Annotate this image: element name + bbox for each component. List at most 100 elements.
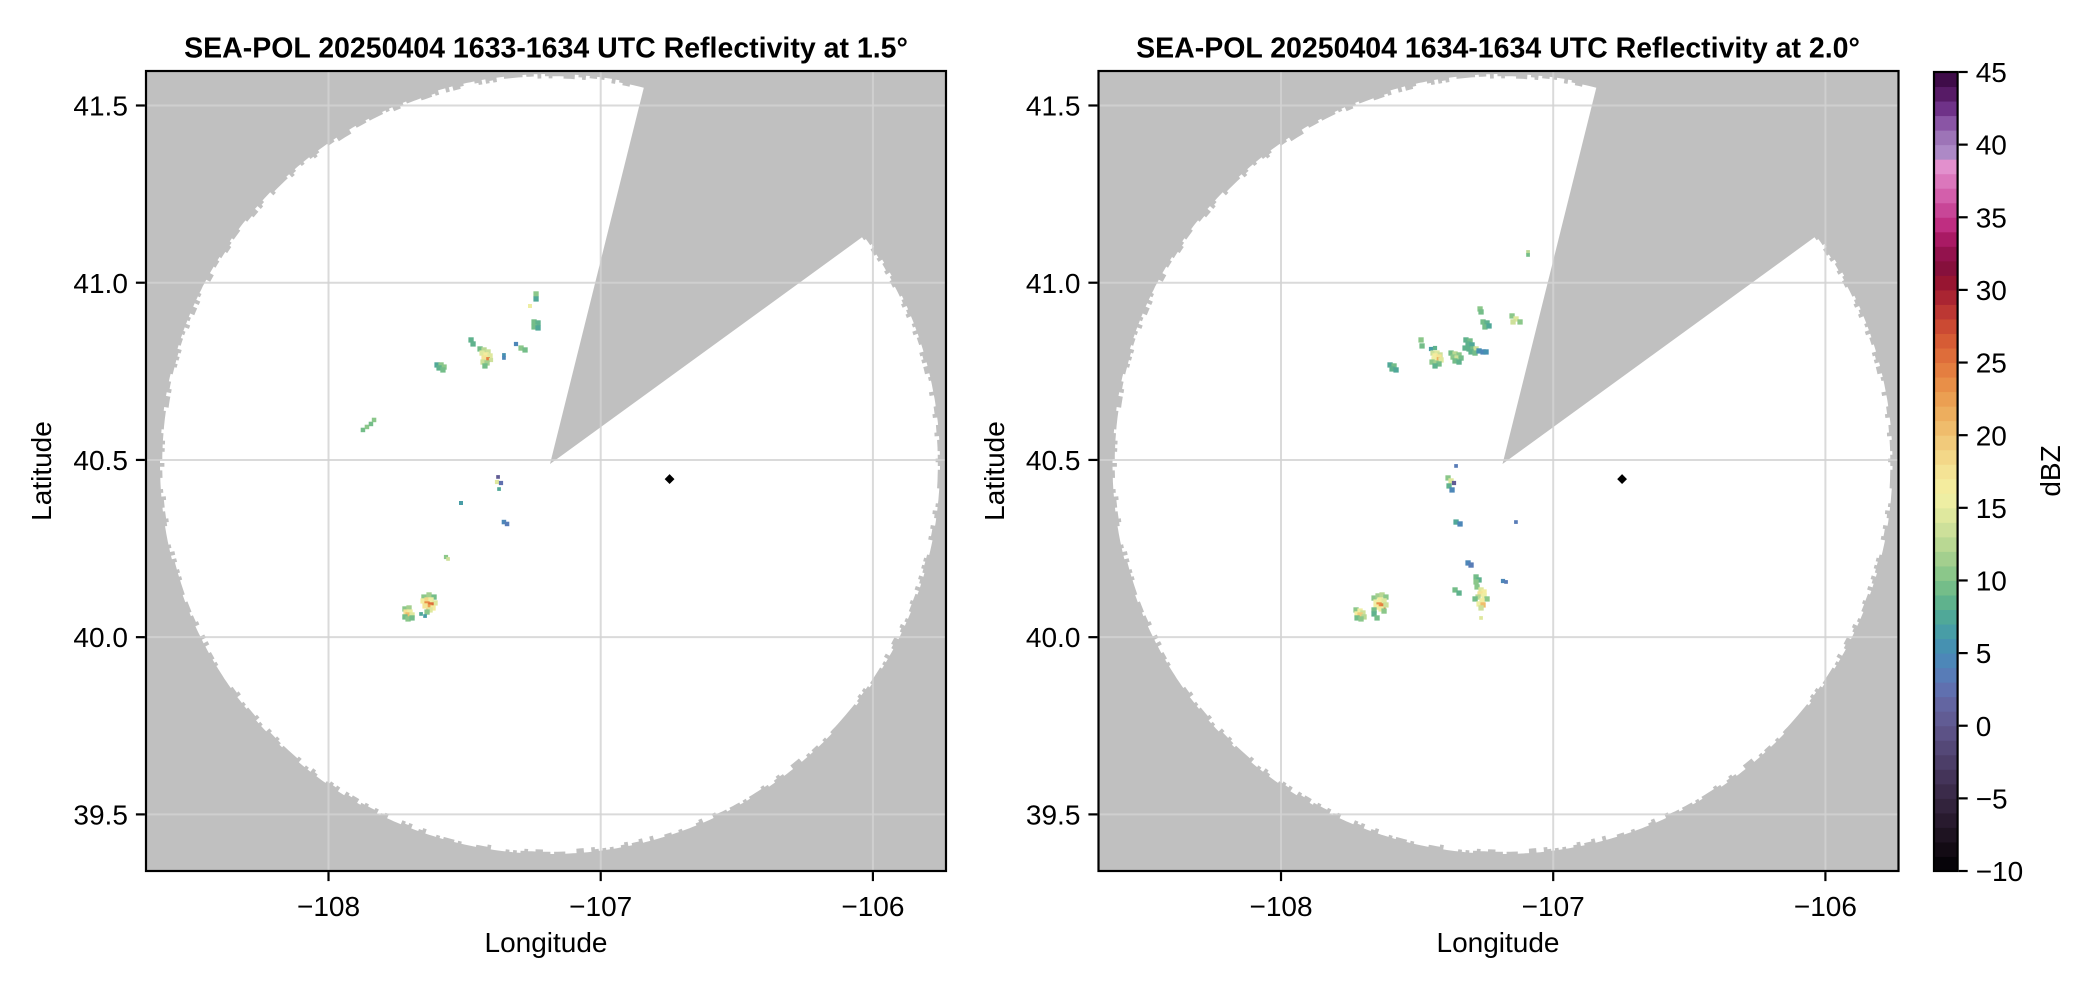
echo-cell (1361, 614, 1367, 620)
echo-cell (1509, 313, 1515, 319)
echo-cells (360, 291, 541, 622)
echo-cell (497, 487, 501, 491)
colorbar-band (1934, 696, 1958, 712)
echo-cell (1360, 610, 1366, 616)
site-marker (1617, 474, 1627, 484)
y-tick-label: 40.0 (73, 622, 128, 653)
colorbar-band (1934, 217, 1958, 233)
colorbar-tick-label: 15 (1976, 493, 2007, 524)
echo-cell (533, 296, 539, 302)
echo-cell (420, 598, 426, 604)
echo-cell (1391, 363, 1397, 369)
echo-cell (419, 612, 423, 616)
colorbar-band (1934, 173, 1958, 189)
x-tick-label: −108 (1249, 891, 1312, 922)
y-tick-label: 41.5 (1026, 91, 1081, 122)
colorbar-band (1934, 711, 1958, 727)
colorbar-band (1934, 798, 1958, 814)
echo-cell (1357, 612, 1363, 618)
colorbar-band (1934, 449, 1958, 465)
echo-cell (1374, 615, 1380, 621)
echo-cell (403, 609, 409, 615)
colorbar-band (1934, 101, 1958, 117)
echo-cell (1472, 596, 1478, 602)
echo-cell (531, 324, 537, 330)
echo-cell (1454, 355, 1460, 361)
echo-cell (423, 614, 427, 618)
echo-cell (1357, 608, 1363, 614)
echo-cell (1484, 320, 1490, 326)
echo-cell (1383, 602, 1389, 608)
echo-cell (522, 347, 528, 353)
echo-cell (1475, 594, 1481, 600)
colorbar-band (1934, 275, 1958, 291)
echo-cell (1436, 357, 1440, 361)
panel-1-yaxis-label: Latitude (26, 421, 57, 521)
y-tick-label: 41.5 (73, 91, 128, 122)
echo-cell (1500, 578, 1506, 584)
colorbar-border (1932, 70, 1959, 873)
colorbar-tick-label: 20 (1976, 420, 2007, 451)
echo-cell (1452, 351, 1458, 357)
echo-cell (1462, 345, 1468, 351)
echo-cell (1354, 611, 1360, 617)
panel-2-xaxis-label: Longitude (1436, 927, 1560, 958)
colorbar-band (1934, 304, 1958, 320)
echo-cell (438, 362, 444, 368)
echo-cell (1476, 348, 1482, 354)
colorbar-band (1934, 348, 1958, 364)
echo-cell (1478, 587, 1484, 593)
echo-cell (1419, 343, 1425, 349)
echo-cell (1434, 350, 1440, 356)
echo-cell (1429, 359, 1435, 365)
colorbar-band (1934, 594, 1958, 611)
echo-cell (368, 421, 374, 427)
echo-cell (1481, 589, 1487, 595)
echo-cell (1465, 560, 1471, 566)
colorbar-band (1934, 624, 1958, 640)
echo-cell (434, 362, 440, 368)
echo-cell (1428, 346, 1434, 352)
echo-cell (1371, 611, 1377, 617)
echo-cell (1504, 580, 1508, 584)
echo-cell (481, 347, 487, 353)
echo-cell (1467, 338, 1473, 344)
colorbar-tick-label: 40 (1976, 130, 2007, 161)
echo-cell (502, 356, 506, 360)
panel-1-xaxis-label: Longitude (484, 927, 608, 958)
echo-cell (422, 603, 428, 609)
echo-cell (1482, 324, 1488, 330)
echo-cell (1452, 587, 1458, 593)
x-tick-label: −106 (841, 891, 904, 922)
colorbar-band (1934, 144, 1958, 160)
grid (1098, 71, 1899, 871)
echo-cell (1433, 360, 1439, 366)
echo-cell (436, 365, 442, 371)
echo-cell (441, 364, 447, 370)
colorbar-band (1934, 406, 1958, 422)
colorbar-band (1934, 464, 1958, 480)
colorbar-band (1934, 202, 1958, 218)
colorbar-band (1934, 769, 1958, 785)
colorbar-tick-label: 35 (1976, 202, 2007, 233)
colorbar-band (1934, 725, 1958, 741)
echo-cell (1449, 487, 1455, 493)
echo-cell (1375, 593, 1381, 599)
echo-cell (1458, 355, 1464, 361)
panel-1: −108 −107 −106 39.5 40.0 40.5 41.0 41.5 (73, 69, 948, 922)
echo-cell (483, 352, 489, 358)
echo-cell (1371, 595, 1377, 601)
echo-cell (1468, 349, 1474, 355)
colorbar-band (1934, 289, 1958, 305)
panel-2-yaxis-label: Latitude (979, 421, 1010, 521)
echo-cell (427, 607, 433, 613)
colorbar-band (1934, 159, 1958, 175)
colorbar-band (1934, 536, 1958, 552)
echo-cell (431, 594, 437, 600)
echo-cell (1517, 319, 1523, 325)
colorbar-band (1934, 188, 1958, 204)
echo-cell (1379, 592, 1385, 598)
echo-cell (482, 363, 488, 369)
echo-cell (1432, 353, 1438, 359)
